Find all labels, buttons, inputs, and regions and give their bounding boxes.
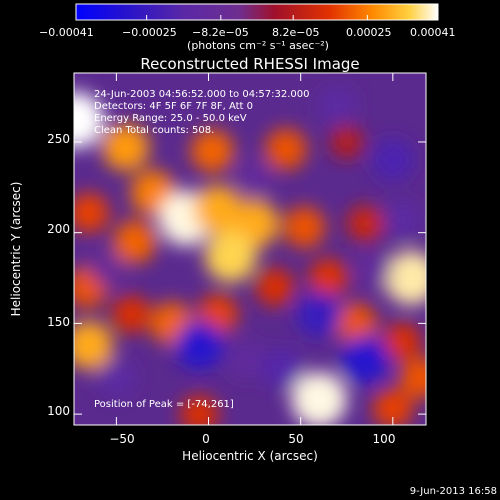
heatmap-blob	[384, 251, 426, 305]
heatmap-blob	[335, 302, 377, 345]
y-tick-label: 150	[47, 315, 70, 329]
annotation-line: 24-Jun-2003 04:56:52.000 to 04:57:32.000	[94, 89, 310, 100]
x-tick-label: 100	[373, 432, 396, 446]
axis-ticks	[74, 73, 426, 425]
heatmap-blob	[190, 129, 234, 173]
annotation-block: 24-Jun-2003 04:56:52.000 to 04:57:32.000…	[94, 89, 310, 136]
heatmap-blob	[296, 291, 342, 337]
heatmap-blob	[372, 388, 413, 425]
x-tick-label: 0	[202, 432, 210, 446]
heatmap-blobs	[74, 86, 426, 425]
heatmap-blob	[262, 348, 303, 389]
annotation-line: Detectors: 4F 5F 6F 7F 8F, Att 0	[94, 101, 253, 112]
y-tick-labels: 100 150 200 250	[47, 132, 70, 418]
colorbar-tick-label: 8.2e−05	[272, 26, 319, 39]
heatmap-blob	[347, 205, 384, 242]
chart-title: Reconstructed RHESSI Image	[140, 55, 359, 73]
heatmap-blob	[356, 251, 392, 287]
colorbar-tick-label: −0.00025	[122, 26, 177, 39]
heatmap-blob	[382, 322, 422, 361]
colorbar-tick-label: −8.2e−05	[192, 26, 249, 39]
heatmap-blob	[371, 139, 414, 181]
y-tick-label: 200	[47, 222, 70, 236]
heatmap-blob	[340, 335, 390, 384]
heatmap-blob	[318, 86, 357, 125]
footer-timestamp: 9-Jun-2013 16:58	[410, 486, 497, 497]
heatmap-blob	[102, 123, 150, 171]
heatmap-blob	[399, 357, 426, 399]
heatmap-blob	[255, 267, 295, 307]
x-tick-label: 50	[288, 432, 303, 446]
y-tick-label: 100	[47, 404, 70, 418]
colorbar	[75, 3, 439, 21]
plot-frame	[73, 72, 427, 426]
heatmap-blob	[113, 220, 157, 264]
heatmap-blob	[204, 230, 257, 283]
heatmap-blob	[237, 160, 273, 196]
peak-position-label: Position of Peak = [-74,261]	[94, 399, 234, 410]
heatmap-blob	[74, 92, 104, 149]
heatmap-blob	[291, 371, 347, 425]
heatmap-blob	[382, 200, 422, 240]
heatmap-blob	[97, 358, 136, 397]
y-tick-label: 250	[47, 132, 70, 146]
colorbar-tick-label: 0.00041	[410, 26, 456, 39]
heatmap-blob	[265, 128, 307, 171]
annotation-line: Energy Range: 25.0 - 50.0 keV	[94, 113, 247, 124]
heatmap-blob	[74, 320, 113, 370]
x-tick-label: −50	[109, 432, 134, 446]
heatmap-blob	[283, 206, 326, 249]
colorbar-unit-label: (photons cm⁻² s⁻¹ asec⁻²)	[187, 39, 329, 52]
heatmap-blob	[227, 341, 264, 378]
x-tick-labels: −50 0 50 100	[109, 432, 395, 446]
plot-area	[74, 73, 426, 425]
annotation-line: Clean Total counts: 508.	[94, 125, 214, 136]
heatmap-blob	[90, 252, 124, 286]
colorbar-tick-label: 0.00025	[346, 26, 392, 39]
colorbar-ticks	[75, 15, 439, 20]
heatmap-blob	[330, 125, 364, 159]
heatmap-blob	[193, 184, 242, 234]
heatmap-blob	[175, 320, 224, 370]
colorbar-tick-labels: −0.00041 −0.00025 −8.2e−05 8.2e−05 0.000…	[39, 26, 456, 39]
heatmap-blob	[308, 258, 348, 298]
x-axis-label: Heliocentric X (arcsec)	[182, 449, 318, 463]
heatmap-blob	[112, 295, 151, 334]
heatmap-blob	[74, 192, 109, 233]
colorbar-tick-label: −0.00041	[39, 26, 94, 39]
y-axis-label: Heliocentric Y (arcsec)	[9, 182, 23, 317]
